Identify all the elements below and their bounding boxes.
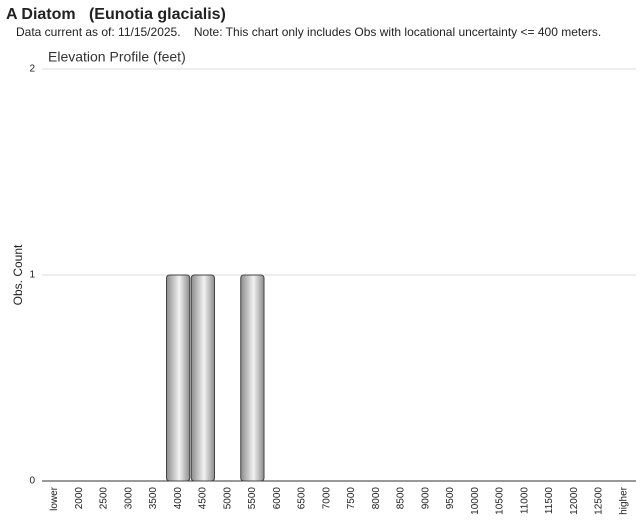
chart-title: Elevation Profile (feet) bbox=[48, 49, 186, 65]
x-tick-label: higher bbox=[618, 486, 629, 514]
subtitle: Data current as of: 11/15/2025. Note: Th… bbox=[16, 25, 601, 39]
x-tick-label: 6000 bbox=[272, 487, 283, 510]
x-tick-label: 2000 bbox=[74, 487, 85, 510]
x-tick-label: 11000 bbox=[519, 487, 530, 515]
y-tick-label: 1 bbox=[29, 270, 35, 281]
x-tick-label: 5500 bbox=[247, 487, 258, 510]
bar bbox=[190, 274, 216, 482]
y-tick-label: 0 bbox=[29, 476, 35, 487]
x-tick-label: 6500 bbox=[297, 487, 308, 510]
x-tick-label: 12500 bbox=[594, 487, 605, 515]
x-tick-label: 4500 bbox=[198, 487, 209, 510]
x-tick-label: 10500 bbox=[495, 487, 506, 515]
x-tick-label: lower bbox=[49, 486, 60, 511]
x-tick-label: 9000 bbox=[420, 487, 431, 510]
y-tick-label: 2 bbox=[29, 64, 35, 75]
x-tick-label: 11500 bbox=[544, 487, 555, 515]
x-tick-label: 7000 bbox=[321, 487, 332, 510]
x-tick-label: 10000 bbox=[470, 487, 481, 515]
x-tick-label: 7500 bbox=[346, 487, 357, 510]
x-tick-label: 5000 bbox=[222, 487, 233, 510]
y-axis-label: Obs. Count bbox=[11, 244, 25, 305]
x-tick-label: 2500 bbox=[99, 487, 110, 510]
page-title: A Diatom (Eunotia glacialis) bbox=[6, 6, 226, 23]
x-tick-label: 4000 bbox=[173, 487, 184, 510]
x-tick-label: 3500 bbox=[148, 487, 159, 510]
x-tick-label: 8000 bbox=[371, 487, 382, 510]
x-tick-label: 12000 bbox=[569, 487, 580, 515]
x-tick-label: 3000 bbox=[123, 487, 134, 510]
x-tick-label: 8500 bbox=[396, 487, 407, 510]
bar bbox=[240, 274, 265, 482]
x-tick-label: 9500 bbox=[445, 487, 456, 510]
bar bbox=[165, 274, 191, 482]
